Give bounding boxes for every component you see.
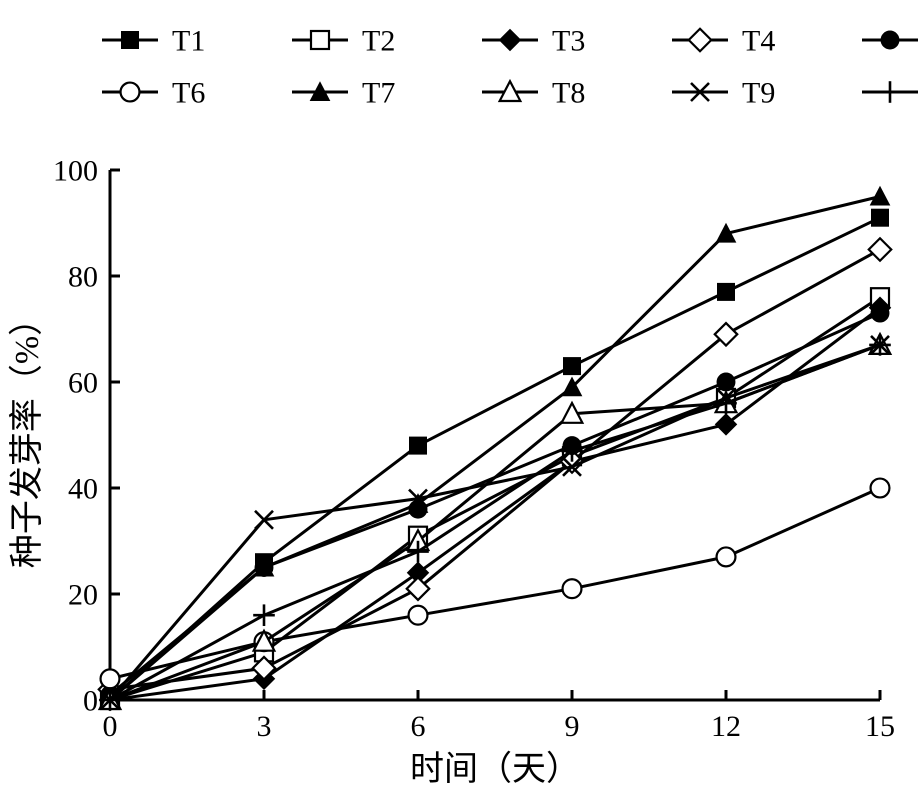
legend-label: T2	[362, 25, 395, 58]
x-tick-label: 6	[411, 710, 426, 743]
legend-label: T9	[742, 77, 775, 110]
legend-label: T3	[552, 25, 585, 58]
x-tick-label: 15	[865, 710, 895, 743]
y-axis-label: 种子发芽率（%）	[8, 302, 46, 568]
y-tick-label: 80	[68, 261, 98, 294]
x-tick-label: 12	[711, 710, 741, 743]
x-axis-label: 时间（天）	[410, 750, 580, 788]
x-tick-label: 0	[103, 710, 118, 743]
legend-label: T4	[742, 25, 775, 58]
x-tick-label: 3	[257, 710, 272, 743]
y-tick-label: 60	[68, 367, 98, 400]
chart-container: 0 3 6 9 12 15 0 20 40 60 80 100 时间（天） 种子发芽率（%） T1 T2 T3 T…	[0, 0, 920, 794]
line-chart: 0 3 6 9 12 15 0 20 40 60 80 100 时间（天） 种子发芽率（%） T1 T2 T3 T…	[0, 0, 920, 794]
y-tick-label: 20	[68, 579, 98, 612]
x-tick-label: 9	[565, 710, 580, 743]
y-tick-label: 100	[53, 155, 98, 188]
y-tick-label: 40	[68, 473, 98, 506]
legend-label: T6	[172, 77, 205, 110]
y-tick-label: 0	[83, 685, 98, 718]
legend-label: T7	[362, 77, 395, 110]
legend-label: T8	[552, 77, 585, 110]
legend-label: T1	[172, 25, 205, 58]
